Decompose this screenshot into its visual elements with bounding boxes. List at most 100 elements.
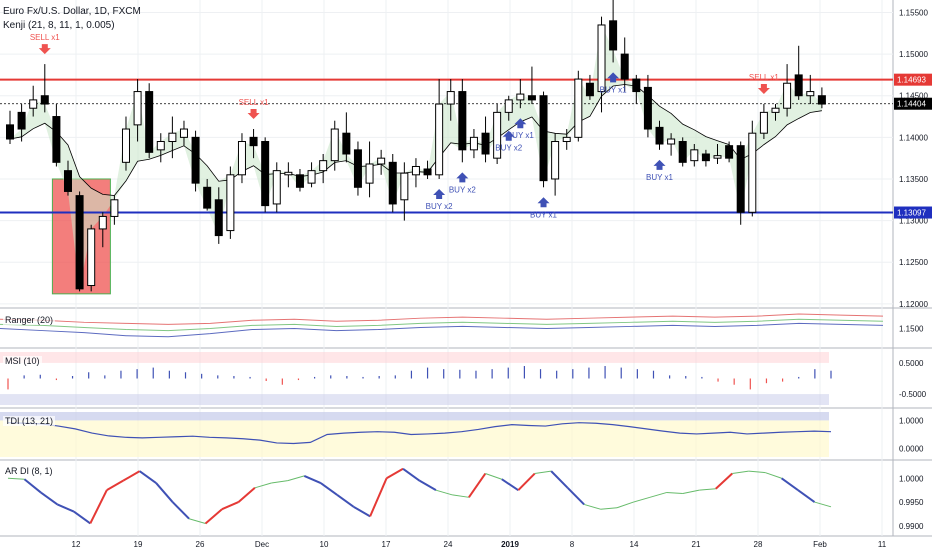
ardi-segment — [485, 473, 502, 480]
x-tick-label: 28 — [754, 540, 763, 549]
x-tick-label: 11 — [878, 540, 887, 549]
candle-body — [539, 95, 548, 182]
candle-body — [203, 186, 212, 209]
candle-body — [574, 78, 583, 138]
sell-signal-label: SELL x1 — [30, 33, 60, 42]
candle-body — [585, 82, 594, 97]
y-tick-label: 1.13000 — [899, 217, 928, 226]
ardi-segment — [386, 467, 404, 480]
candle-body — [446, 91, 455, 105]
ardi-segment — [699, 488, 716, 491]
candle-body — [284, 171, 293, 176]
sell-signal-label: SELL x1 — [239, 98, 269, 107]
x-tick-label: 14 — [630, 540, 639, 549]
ardi-segment — [320, 482, 338, 496]
ardi-segment — [732, 470, 749, 475]
symbol-title: Euro Fx/U.S. Dollar, 1D, FXCM — [3, 6, 141, 17]
ardi-segment — [303, 474, 322, 484]
candle-body — [748, 132, 757, 213]
candle-body — [632, 78, 641, 93]
ardi-segment — [221, 501, 239, 511]
ardi-segment — [122, 470, 141, 482]
candle-body — [261, 141, 270, 207]
ardi-segment — [550, 470, 569, 489]
candle-body — [179, 128, 188, 138]
candle-body — [121, 128, 130, 163]
candle-body — [771, 107, 780, 113]
price-level-label: 1.13097 — [897, 209, 926, 218]
candle-body — [817, 95, 826, 105]
y-tick-label: 1.15500 — [899, 8, 928, 17]
ardi-segment — [7, 477, 25, 480]
msi-lower-band — [0, 394, 829, 405]
ardi-pane-label: AR DI (8, 1) — [3, 466, 55, 476]
ardi-segment — [748, 470, 766, 474]
x-tick-label: Dec — [255, 540, 269, 549]
ardi-segment — [418, 479, 437, 492]
candle-body — [6, 124, 14, 140]
candle-body — [562, 136, 571, 143]
pane-y-tick-label: 1.0000 — [899, 474, 924, 483]
pane-y-tick-label: 0.0000 — [899, 445, 924, 454]
candle-body — [597, 24, 606, 93]
candle-body — [551, 141, 560, 180]
candle-body — [469, 136, 478, 151]
ardi-segment — [435, 489, 453, 496]
y-tick-label: 1.15000 — [899, 50, 928, 59]
candle-body — [330, 128, 339, 162]
candle-body — [655, 126, 664, 145]
candle-body — [63, 170, 72, 192]
ardi-segment — [89, 489, 108, 524]
y-tick-label: 1.12000 — [899, 300, 928, 309]
ardi-segment — [715, 472, 733, 490]
ardi-segment — [600, 507, 618, 510]
ardi-segment — [237, 487, 256, 503]
x-tick-label: 19 — [134, 540, 143, 549]
ardi-segment — [40, 491, 58, 506]
candle-body — [98, 215, 107, 230]
buy-arrow — [514, 118, 527, 129]
candle-body — [75, 195, 84, 290]
candle-body — [643, 86, 652, 130]
price-level-label: 1.14693 — [897, 76, 926, 85]
x-tick-label: 10 — [320, 540, 329, 549]
candle-body — [736, 145, 745, 213]
candle-body — [249, 136, 258, 147]
ranger-line — [0, 313, 884, 325]
candle-body — [87, 228, 96, 287]
msi-upper-band — [0, 352, 829, 363]
ardi-segment — [106, 479, 124, 492]
x-tick-label: 21 — [692, 540, 701, 549]
candle-body — [725, 145, 734, 159]
ardi-segment — [566, 487, 585, 506]
ranger-line — [0, 322, 884, 338]
tdi-upper-band — [0, 412, 829, 421]
candle-body — [713, 155, 722, 159]
buy-signal-label: BUY x1 — [646, 173, 674, 182]
y-tick-label: 1.14500 — [899, 92, 928, 101]
ardi-segment — [271, 480, 288, 484]
buy-arrow — [456, 172, 469, 183]
x-tick-label: 26 — [196, 540, 205, 549]
ranger-line — [0, 318, 884, 332]
buy-signal-label: BUY x1 — [507, 131, 535, 140]
pane-y-tick-label: 1.1500 — [899, 325, 924, 334]
buy-signal-label: BUY x2 — [426, 202, 454, 211]
candle-body — [353, 149, 362, 188]
candle-body — [759, 111, 768, 134]
pane-y-tick-label: 0.9950 — [899, 498, 924, 507]
buy-arrow — [433, 188, 446, 199]
tdi-mid-band — [0, 420, 829, 457]
tdi-pane-label: TDI (13, 21) — [3, 416, 56, 426]
ardi-segment — [353, 505, 371, 518]
ranger-pane-label: Ranger (20) — [3, 315, 56, 325]
pane-y-tick-label: 0.5000 — [899, 359, 924, 368]
candle-body — [214, 199, 223, 237]
sell-arrow — [247, 109, 260, 120]
ardi-segment — [56, 503, 75, 513]
indicator-title: Kenji (21, 8, 11, 1, 0.005) — [3, 20, 115, 31]
candle-body — [319, 160, 328, 172]
candle-body — [168, 132, 177, 143]
buy-arrow — [607, 72, 620, 83]
